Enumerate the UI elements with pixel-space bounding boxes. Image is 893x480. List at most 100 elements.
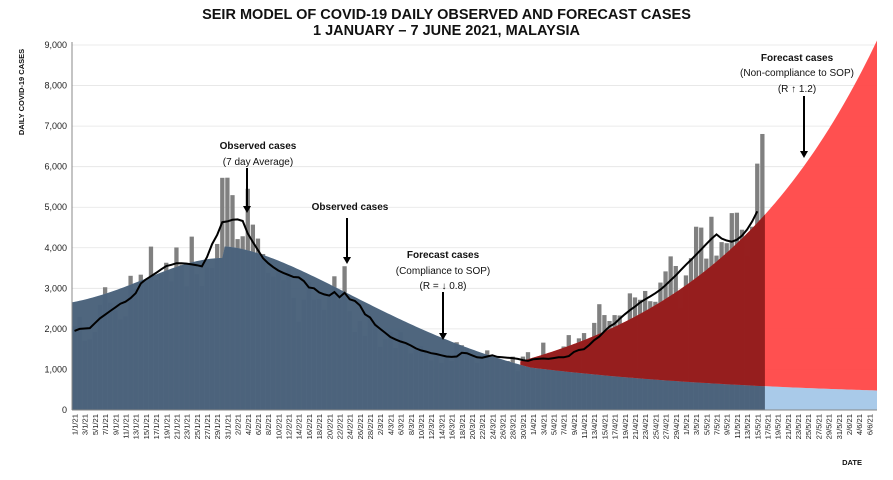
x-tick-label: 11/1/21: [122, 414, 131, 439]
forecast-areas: [72, 40, 877, 410]
x-tick-label: 29/1/21: [213, 414, 222, 439]
x-tick-label: 8/2/21: [264, 414, 273, 435]
x-tick-label: 29/4/21: [672, 414, 681, 439]
x-tick-label: 14/3/21: [437, 414, 446, 439]
x-tick-label: 24/3/21: [488, 414, 497, 439]
x-tick-label: 16/2/21: [305, 414, 314, 439]
x-tick-label: 31/1/21: [223, 414, 232, 439]
x-tick-label: 11/4/21: [580, 414, 589, 439]
x-tick-label: 17/1/21: [152, 414, 161, 439]
arrow-forecast-noncompliance-head: [800, 151, 808, 158]
x-tick-label: 17/5/21: [764, 414, 773, 439]
x-tick-label: 28/3/21: [509, 414, 518, 439]
x-tick-label: 15/4/21: [600, 414, 609, 439]
x-tick-label: 4/3/21: [386, 414, 395, 435]
x-axis-label: DATE: [842, 458, 862, 467]
x-tick-label: 22/2/21: [336, 414, 345, 439]
x-tick-label: 23/1/21: [183, 414, 192, 439]
x-tick-label: 2/6/21: [845, 414, 854, 435]
x-tick-label: 10/3/21: [417, 414, 426, 439]
y-axis-label: DAILY COVID-19 CASES: [17, 49, 26, 135]
x-tick-label: 27/1/21: [203, 414, 212, 439]
annotation-forecast-noncompliance-title: Forecast cases: [761, 53, 834, 64]
x-tick-label: 13/1/21: [132, 414, 141, 439]
x-tick-label: 23/5/21: [794, 414, 803, 439]
x-tick-label: 25/5/21: [804, 414, 813, 439]
x-tick-label: 8/3/21: [407, 414, 416, 435]
x-tick-label: 4/2/21: [244, 414, 253, 435]
x-tick-label: 9/1/21: [111, 414, 120, 435]
x-tick-label: 29/5/21: [825, 414, 834, 439]
x-tick-label: 5/1/21: [91, 414, 100, 435]
x-tick-label: 30/3/21: [519, 414, 528, 439]
x-tick-label: 5/5/21: [702, 414, 711, 435]
chart-subtitle: 1 JANUARY – 7 JUNE 2021, MALAYSIA: [312, 23, 580, 39]
x-tick-label: 9/4/21: [570, 414, 579, 435]
x-tick-label: 2/3/21: [376, 414, 385, 435]
x-tick-label: 21/5/21: [784, 414, 793, 439]
annotation-forecast-noncompliance-r: (R ↑ 1.2): [778, 84, 816, 95]
x-tick-label: 5/4/21: [550, 414, 559, 435]
x-tick-label: 12/2/21: [285, 414, 294, 439]
x-tick-label: 27/5/21: [814, 414, 823, 439]
y-tick-label: 4,000: [44, 243, 67, 253]
annotation-observed-avg-title: Observed cases: [220, 141, 297, 152]
x-tick-label: 17/4/21: [611, 414, 620, 439]
annotations: Observed cases (7 day Average) Observed …: [17, 49, 862, 467]
annotation-observed-avg-sub: (7 day Average): [223, 157, 293, 168]
annotation-forecast-compliance-title: Forecast cases: [407, 250, 480, 261]
x-tick-label: 28/2/21: [366, 414, 375, 439]
y-tick-label: 5,000: [44, 202, 67, 212]
x-tick-label: 18/2/21: [315, 414, 324, 439]
x-tick-label: 23/4/21: [641, 414, 650, 439]
y-tick-label: 0: [62, 405, 67, 415]
x-tick-label: 1/5/21: [682, 414, 691, 435]
x-tick-label: 31/5/21: [835, 414, 844, 439]
x-tick-label: 12/3/21: [427, 414, 436, 439]
y-tick-label: 8,000: [44, 81, 67, 91]
x-tick-label: 7/4/21: [560, 414, 569, 435]
annotation-forecast-compliance-r: (R = ↓ 0.8): [420, 281, 467, 292]
annotation-forecast-noncompliance-sub: (Non-compliance to SOP): [740, 68, 854, 79]
x-tick-label: 7/1/21: [101, 414, 110, 435]
x-tick-label: 20/3/21: [468, 414, 477, 439]
x-tick-label: 21/4/21: [631, 414, 640, 439]
x-tick-label: 27/4/21: [662, 414, 671, 439]
annotation-forecast-compliance-sub: (Compliance to SOP): [396, 266, 490, 277]
forecast-noncompliance-area: [520, 40, 877, 391]
x-tick-label: 9/5/21: [723, 414, 732, 435]
x-tick-label: 3/1/21: [81, 414, 90, 435]
chart-title: SEIR MODEL OF COVID-19 DAILY OBSERVED AN…: [202, 7, 691, 23]
observed-compliance-overlap: [72, 246, 765, 410]
x-tick-label: 16/3/21: [448, 414, 457, 439]
x-tick-label: 1/4/21: [529, 414, 538, 435]
x-tick-label: 20/2/21: [325, 414, 334, 439]
x-tick-label: 2/2/21: [234, 414, 243, 435]
x-tick-label: 7/5/21: [713, 414, 722, 435]
x-tick-label: 25/1/21: [193, 414, 202, 439]
x-tick-label: 4/6/21: [855, 414, 864, 435]
x-tick-label: 15/5/21: [753, 414, 762, 439]
x-tick-label: 24/2/21: [346, 414, 355, 439]
x-tick-label: 13/4/21: [590, 414, 599, 439]
x-tick-label: 11/5/21: [733, 414, 742, 439]
observed-noncompliance-overlap: [520, 214, 765, 387]
arrow-observed-head: [343, 257, 351, 264]
x-tick-label: 22/3/21: [478, 414, 487, 439]
x-tick-label: 26/2/21: [356, 414, 365, 439]
x-tick-label: 6/2/21: [254, 414, 263, 435]
x-tick-label: 14/2/21: [295, 414, 304, 439]
x-tick-label: 6/3/21: [397, 414, 406, 435]
y-tick-label: 6,000: [44, 162, 67, 172]
x-tick-label: 19/4/21: [621, 414, 630, 439]
x-tick-label: 25/4/21: [651, 414, 660, 439]
x-tick-label: 21/1/21: [172, 414, 181, 439]
x-tick-label: 3/4/21: [539, 414, 548, 435]
x-tick-label: 10/2/21: [274, 414, 283, 439]
y-tick-label: 3,000: [44, 283, 67, 293]
x-tick-label: 13/5/21: [743, 414, 752, 439]
x-tick-label: 15/1/21: [142, 414, 151, 439]
average-line: [74, 210, 759, 362]
x-tick-label: 18/3/21: [458, 414, 467, 439]
